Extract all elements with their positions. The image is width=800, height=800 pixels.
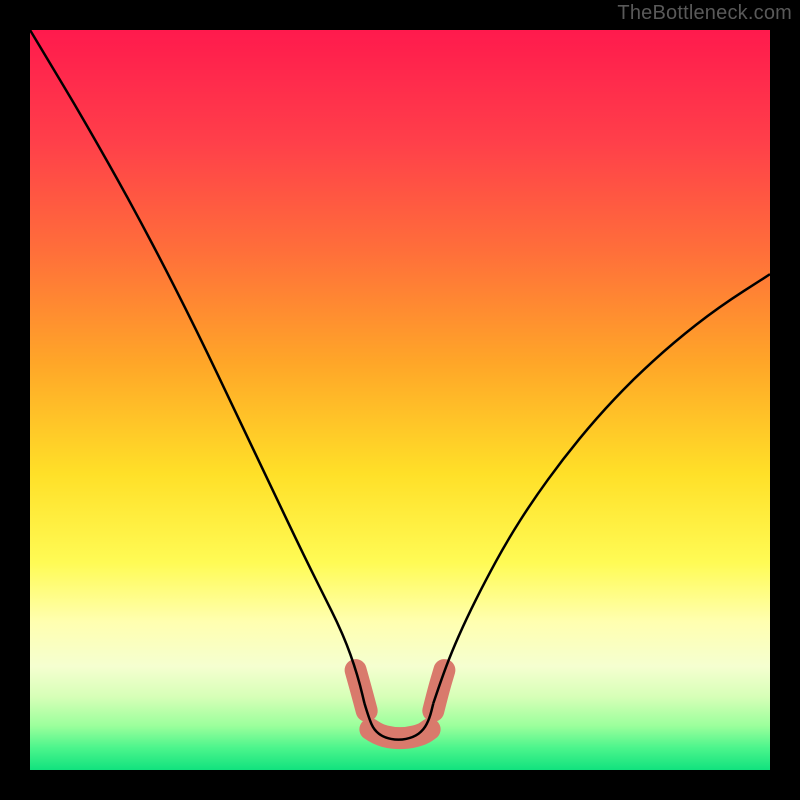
- curve-layer: [30, 30, 770, 770]
- chart-container: TheBottleneck.com: [0, 0, 800, 800]
- watermark-text: TheBottleneck.com: [617, 2, 792, 25]
- curve-right-branch: [433, 274, 770, 703]
- plot-area: [30, 30, 770, 770]
- curve-left-branch: [30, 30, 364, 703]
- trough-highlight: [356, 670, 445, 738]
